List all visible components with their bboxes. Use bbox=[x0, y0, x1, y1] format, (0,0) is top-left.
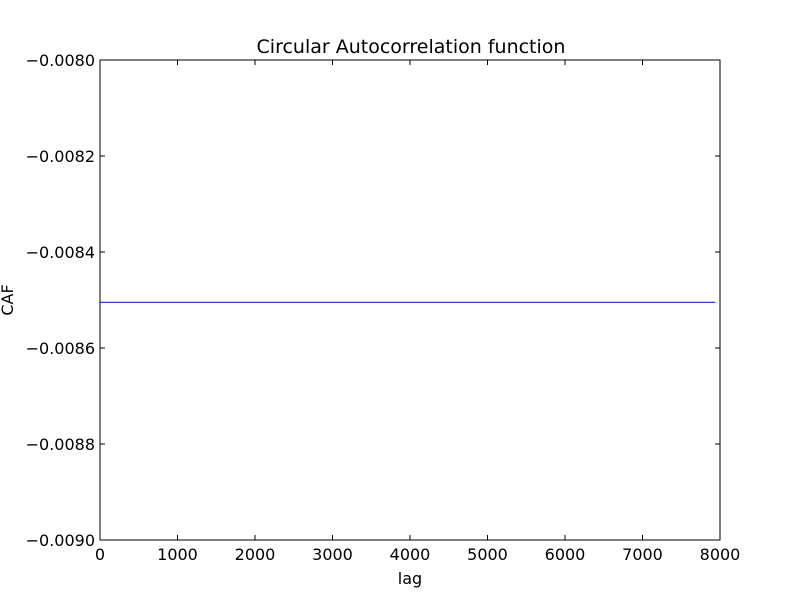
x-tick-label: 5000 bbox=[467, 545, 508, 564]
x-tick-label: 6000 bbox=[545, 545, 586, 564]
chart-title: Circular Autocorrelation function bbox=[257, 36, 566, 58]
y-tick-label: −0.0084 bbox=[26, 243, 95, 262]
x-axis: 0 1000 2000 3000 4000 5000 6000 7000 8000 bbox=[95, 60, 740, 564]
x-tick-label: 7000 bbox=[622, 545, 663, 564]
x-tick-label: 1000 bbox=[157, 545, 198, 564]
plot-area-frame bbox=[99, 59, 721, 541]
x-tick-label: 8000 bbox=[700, 545, 741, 564]
x-tick-label: 2000 bbox=[235, 545, 276, 564]
y-tick-label: −0.0080 bbox=[26, 51, 95, 70]
y-axis: −0.0080 −0.0082 −0.0084 −0.0086 −0.0088 −0.00… bbox=[26, 51, 720, 550]
x-tick-label: 3000 bbox=[312, 545, 353, 564]
y-tick-label: −0.0088 bbox=[26, 435, 95, 454]
x-tick-label: 0 bbox=[95, 545, 105, 564]
y-tick-label: −0.0082 bbox=[26, 147, 95, 166]
y-axis-label: CAF bbox=[0, 284, 17, 315]
y-tick-label: −0.0090 bbox=[26, 531, 95, 550]
x-axis-label: lag bbox=[398, 569, 422, 588]
x-tick-label: 4000 bbox=[390, 545, 431, 564]
y-tick-label: −0.0086 bbox=[26, 339, 95, 358]
